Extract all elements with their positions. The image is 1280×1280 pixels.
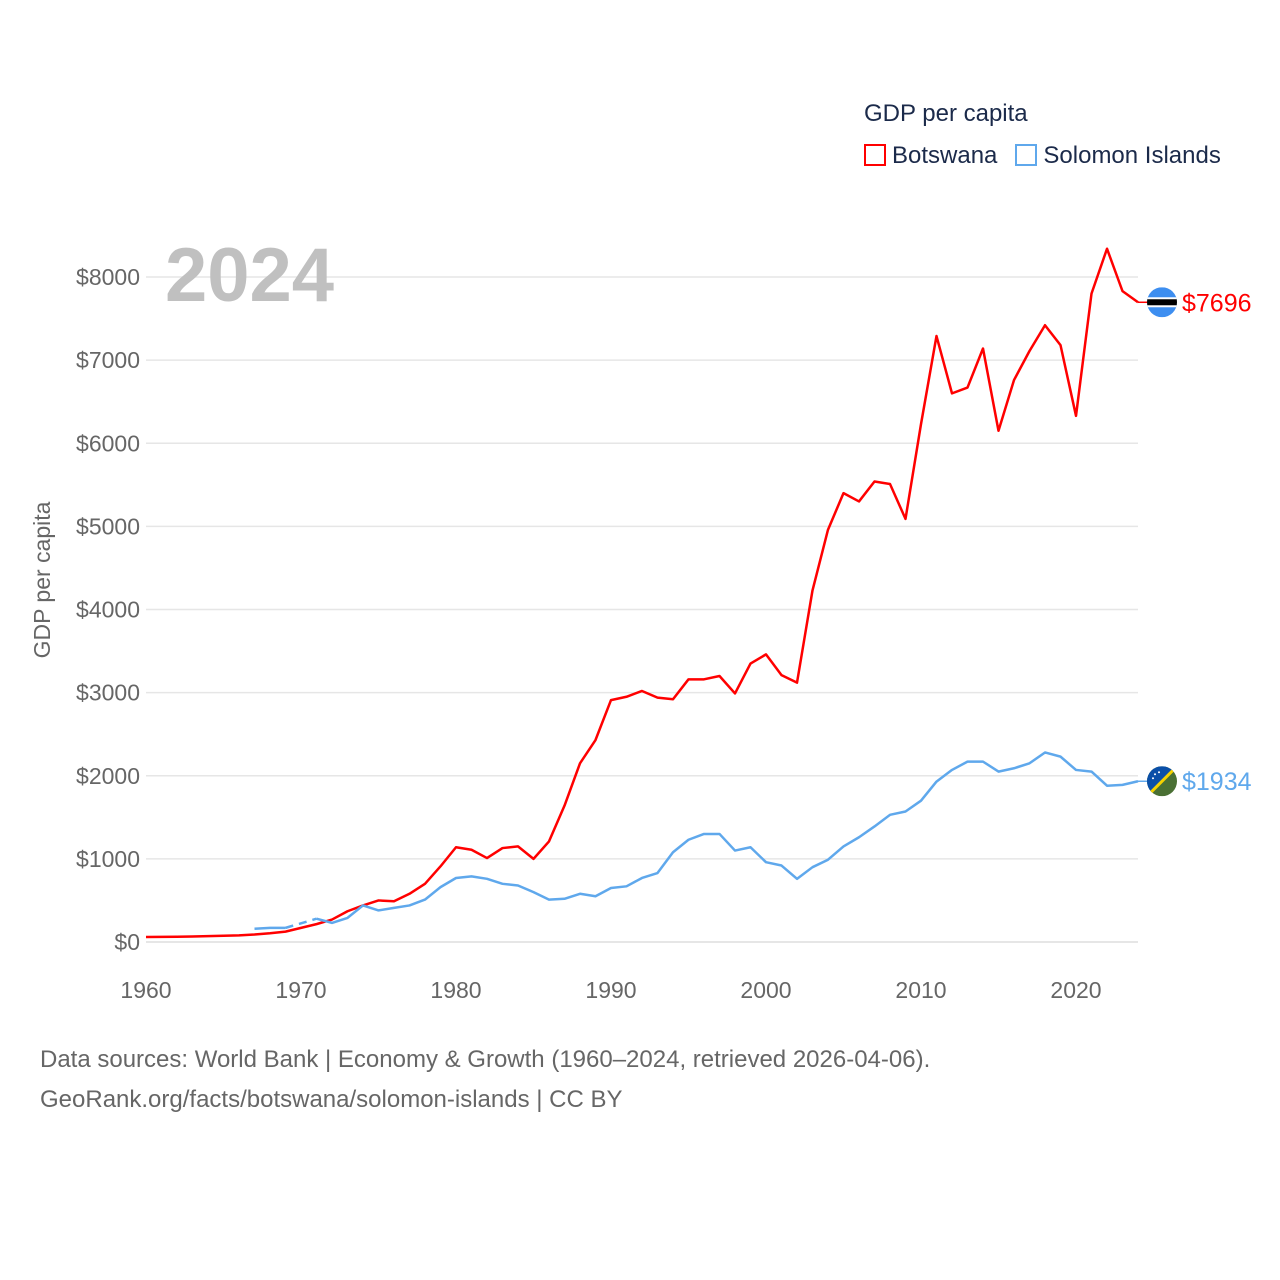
x-tick-label: 1990 [585,977,636,1003]
legend-title: GDP per capita [864,100,1028,127]
y-tick-label: $6000 [76,430,140,456]
solomon-islands-flag-icon [1147,766,1177,797]
y-tick-label: $4000 [76,597,140,623]
x-tick-label: 2010 [895,977,946,1003]
legend: Botswana Solomon Islands [864,142,1221,170]
y-tick-label: $1000 [76,846,140,872]
x-tick-label: 2000 [740,977,791,1003]
y-tick-label: $2000 [76,763,140,789]
series-line-solomon-islands [316,751,1139,925]
end-value-label: $7696 [1182,289,1252,317]
legend-label: Botswana [892,142,998,169]
series-gap-dashed [285,917,317,930]
legend-swatch [864,144,886,166]
source-line-2[interactable]: GeoRank.org/facts/botswana/solomon-islan… [40,1086,623,1113]
end-value-label: $1934 [1182,768,1252,796]
y-tick-label: $8000 [76,264,140,290]
y-tick-label: $7000 [76,347,140,373]
year-label: 2024 [165,233,335,318]
y-tick-label: $5000 [76,513,140,539]
source-line-1: Data sources: World Bank | Economy & Gro… [40,1046,931,1073]
legend-swatch [1015,144,1038,166]
legend-item-solomon-islands[interactable]: Solomon Islands [1015,142,1221,170]
x-tick-label: 1970 [275,977,326,1003]
y-axis-label: GDP per capita [29,501,55,658]
series-line-solomon-islands [254,926,286,930]
y-tick-label: $0 [114,929,140,955]
x-tick-label: 1980 [430,977,481,1003]
legend-item-botswana[interactable]: Botswana [864,142,997,170]
series-line-botswana [145,247,1139,939]
legend-label: Solomon Islands [1043,142,1221,169]
y-tick-label: $3000 [76,680,140,706]
x-tick-label: 2020 [1050,977,1101,1003]
botswana-flag-icon [1147,287,1177,318]
x-tick-label: 1960 [120,977,171,1003]
